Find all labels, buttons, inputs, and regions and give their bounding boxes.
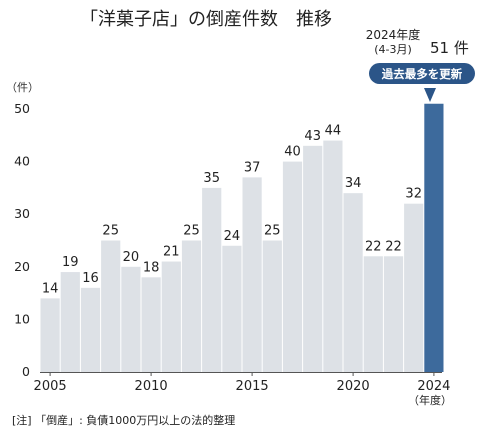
data-label: 43 bbox=[304, 129, 321, 144]
highlight-period: 2024年度 bbox=[366, 27, 421, 42]
x-tick-label: 2024 bbox=[417, 379, 450, 394]
bar bbox=[80, 287, 101, 372]
bar bbox=[363, 256, 383, 372]
highlight-arrow bbox=[424, 88, 436, 102]
bar bbox=[262, 240, 282, 372]
bar bbox=[323, 140, 343, 372]
x-tick-label: 2005 bbox=[34, 379, 67, 394]
bar bbox=[383, 256, 404, 372]
data-label: 14 bbox=[42, 281, 59, 296]
x-tick-label: 2020 bbox=[337, 379, 370, 394]
data-label: 34 bbox=[345, 176, 362, 191]
data-label: 22 bbox=[385, 239, 402, 254]
y-axis-ticks: 0 10 20 30 40 50 bbox=[14, 101, 30, 379]
bar bbox=[181, 240, 202, 372]
bar-highlight bbox=[424, 103, 444, 373]
bar bbox=[222, 245, 242, 372]
x-axis-ticks: 2005 2010 2015 2020 2024 bbox=[34, 372, 450, 394]
data-label: 25 bbox=[264, 224, 281, 239]
y-tick-label: 30 bbox=[14, 206, 30, 221]
bar bbox=[40, 298, 60, 372]
x-tick-label: 2010 bbox=[135, 379, 168, 394]
bar bbox=[60, 272, 80, 372]
bar bbox=[404, 203, 424, 372]
data-label: 44 bbox=[325, 124, 342, 139]
bar bbox=[343, 193, 363, 372]
footnote: [注] 「倒産」: 負債1000万円以上の法的整理 bbox=[12, 413, 235, 427]
data-label: 32 bbox=[405, 187, 422, 202]
bar bbox=[202, 187, 222, 372]
data-label: 25 bbox=[183, 224, 200, 239]
y-tick-label: 10 bbox=[14, 311, 30, 326]
bar bbox=[141, 277, 161, 372]
data-label: 35 bbox=[203, 171, 220, 186]
highlight-badge bbox=[369, 63, 475, 84]
highlight-value: 51 件 bbox=[430, 39, 469, 57]
bars-group bbox=[40, 103, 444, 373]
data-label: 16 bbox=[82, 271, 99, 286]
data-label: 22 bbox=[365, 239, 382, 254]
highlight-period-months: (4-3月) bbox=[374, 43, 412, 56]
x-axis-unit: （年度） bbox=[408, 393, 452, 407]
data-label: 24 bbox=[224, 229, 241, 244]
chart-title: 「洋菓子店」の倒産件数 推移 bbox=[80, 9, 332, 30]
y-tick-label: 40 bbox=[14, 154, 30, 169]
y-axis-unit: （件） bbox=[6, 81, 39, 94]
bar bbox=[101, 240, 121, 372]
data-label: 18 bbox=[143, 260, 160, 275]
x-tick-label: 2015 bbox=[236, 379, 269, 394]
y-tick-label: 50 bbox=[14, 101, 30, 116]
y-tick-label: 20 bbox=[14, 259, 30, 274]
data-label: 25 bbox=[102, 224, 119, 239]
data-label: 37 bbox=[244, 160, 261, 175]
highlight-badge-label: 過去最多を更新 bbox=[381, 67, 463, 81]
bar bbox=[161, 261, 181, 372]
bar bbox=[303, 145, 323, 372]
data-label: 21 bbox=[163, 245, 180, 260]
bar bbox=[282, 161, 303, 372]
y-tick-label: 0 bbox=[22, 364, 30, 379]
data-label: 20 bbox=[123, 250, 140, 265]
bar bbox=[121, 266, 141, 372]
data-label: 19 bbox=[62, 255, 79, 270]
data-label: 40 bbox=[284, 145, 301, 160]
bar bbox=[242, 177, 262, 372]
